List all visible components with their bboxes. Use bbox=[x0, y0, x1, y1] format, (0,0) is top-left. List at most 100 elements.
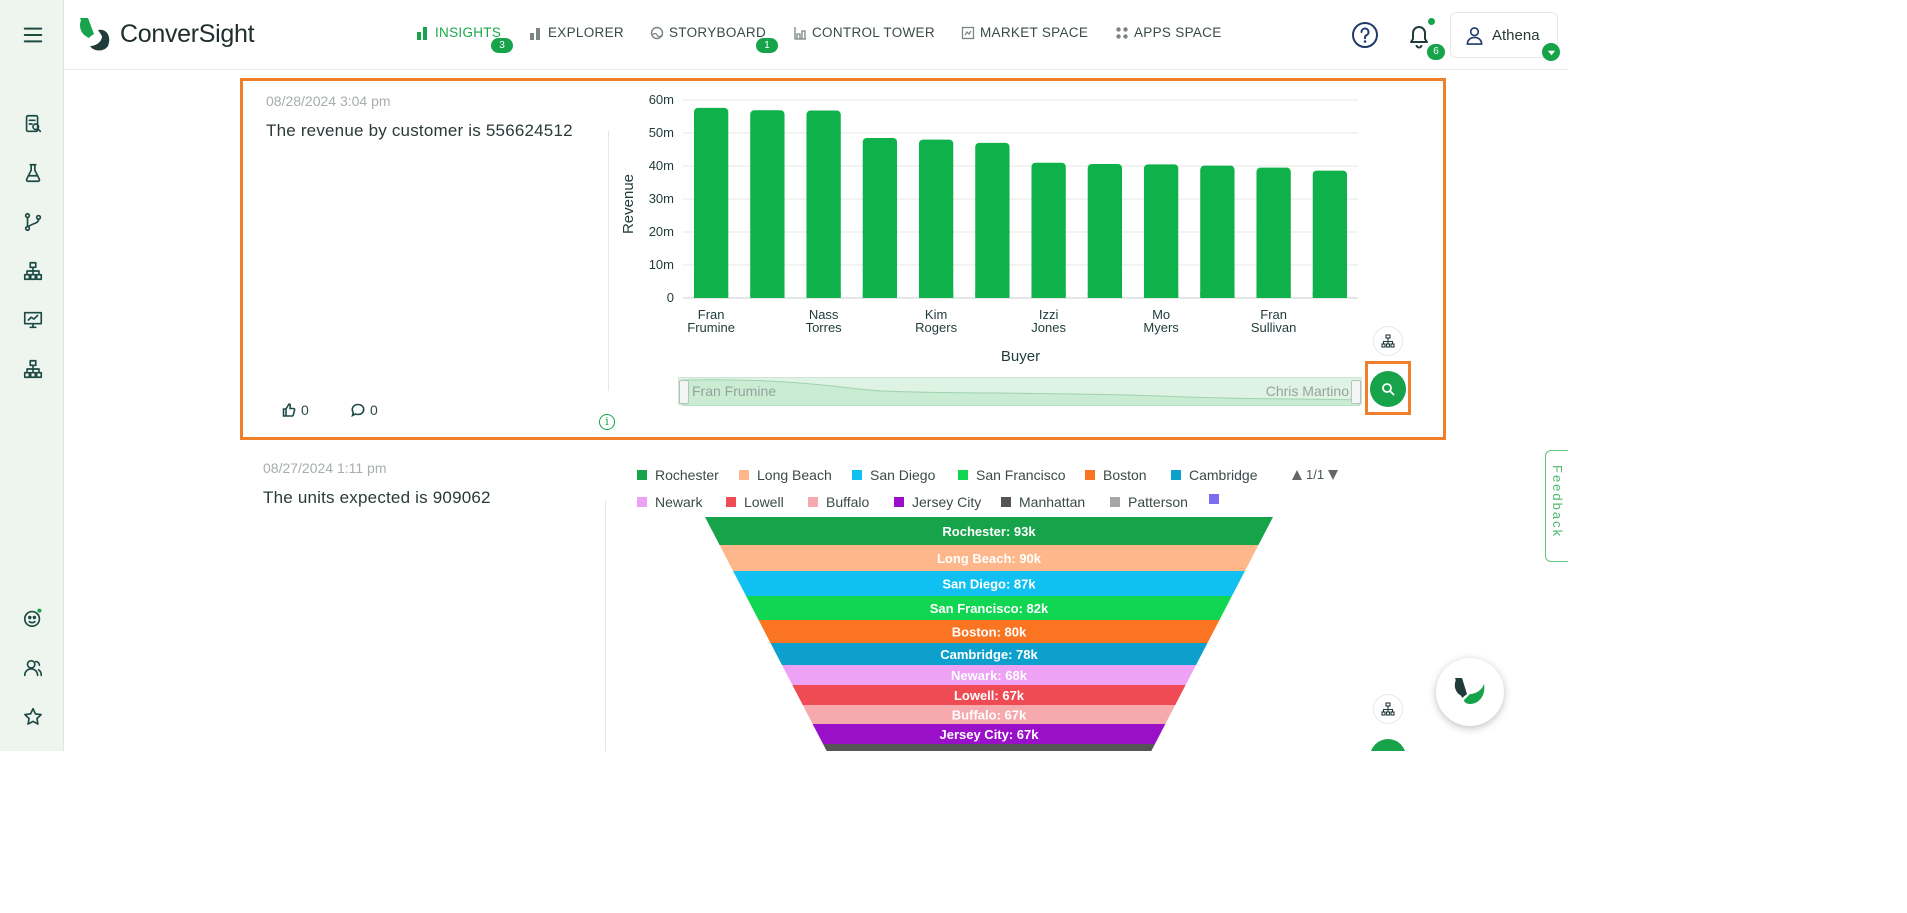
star-icon[interactable] bbox=[20, 704, 46, 730]
legend-item[interactable]: Newark bbox=[637, 494, 702, 510]
legend-item[interactable]: Manhattan bbox=[1001, 494, 1085, 510]
x-tick-label: Torres bbox=[806, 320, 843, 335]
legend-swatch bbox=[894, 497, 904, 507]
legend-label: Manhattan bbox=[1019, 494, 1086, 510]
branch-icon[interactable] bbox=[20, 209, 46, 235]
bar[interactable] bbox=[975, 142, 1010, 298]
legend-item[interactable]: Lowell bbox=[726, 494, 784, 510]
menu-icon[interactable] bbox=[20, 22, 46, 48]
notifications-bell-icon[interactable] bbox=[1405, 21, 1433, 51]
report-icon[interactable] bbox=[20, 111, 46, 137]
comment-button[interactable]: 0 bbox=[351, 402, 378, 418]
zoom-button[interactable] bbox=[1370, 739, 1406, 751]
funnel-stage[interactable] bbox=[733, 571, 1245, 596]
funnel-stage-label: Buffalo: 67k bbox=[952, 708, 1027, 723]
nav-explorer[interactable]: EXPLORER bbox=[529, 25, 624, 40]
like-count: 0 bbox=[301, 402, 309, 418]
legend-item[interactable] bbox=[1209, 494, 1219, 504]
drilldown-button[interactable] bbox=[1373, 326, 1403, 356]
slider-sparkline bbox=[682, 379, 1360, 406]
bar[interactable] bbox=[693, 107, 729, 298]
bar-chart-icon bbox=[417, 26, 427, 40]
legend-swatch bbox=[958, 470, 968, 480]
nav-storyboard[interactable]: STORYBOARD bbox=[650, 25, 766, 40]
feedback-tab[interactable]: Feedback bbox=[1545, 450, 1568, 562]
users-icon[interactable] bbox=[20, 655, 46, 681]
notification-dot bbox=[1428, 18, 1435, 25]
funnel-stage-label: Rochester: 93k bbox=[942, 524, 1036, 539]
y-tick-label: 50m bbox=[649, 125, 674, 140]
like-button[interactable]: 0 bbox=[282, 402, 309, 418]
x-tick-label: Fran bbox=[698, 307, 725, 322]
nav-insights[interactable]: INSIGHTS bbox=[416, 25, 501, 40]
nav-control-tower[interactable]: CONTROL TOWER bbox=[793, 25, 935, 40]
legend-item[interactable]: Cambridge bbox=[1171, 467, 1257, 483]
bar[interactable] bbox=[1312, 170, 1348, 298]
zoom-button[interactable] bbox=[1370, 371, 1406, 407]
chatbot-button[interactable] bbox=[1436, 658, 1504, 726]
funnel-stage[interactable] bbox=[746, 596, 1232, 620]
search-icon bbox=[1381, 750, 1395, 751]
slider-handle-start[interactable] bbox=[679, 380, 689, 404]
revenue-bar-chart: 010m20m30m40m50m60mFranFrumineNassTorres… bbox=[620, 92, 1358, 365]
bar[interactable] bbox=[806, 110, 841, 298]
flask-icon[interactable] bbox=[20, 160, 46, 186]
funnel-stage[interactable] bbox=[792, 685, 1186, 705]
bar[interactable] bbox=[1031, 162, 1066, 298]
legend-swatch bbox=[852, 470, 862, 480]
funnel-stage[interactable] bbox=[758, 620, 1220, 643]
brand-logo[interactable]: ConverSight bbox=[76, 16, 255, 52]
bar[interactable] bbox=[1256, 167, 1291, 298]
help-icon[interactable] bbox=[1351, 21, 1379, 49]
legend-prev-icon[interactable] bbox=[1291, 469, 1303, 481]
legend-next-icon[interactable] bbox=[1327, 469, 1339, 481]
chevron-down-icon[interactable] bbox=[1542, 43, 1560, 61]
legend-item[interactable]: Rochester bbox=[637, 467, 719, 483]
zoom-highlight bbox=[1365, 361, 1411, 415]
legend-item[interactable]: Long Beach bbox=[739, 467, 832, 483]
legend-swatch bbox=[1171, 470, 1181, 480]
presentation-icon[interactable] bbox=[20, 307, 46, 333]
legend-swatch bbox=[808, 497, 818, 507]
slider-handle-end[interactable] bbox=[1351, 380, 1361, 404]
chart-range-slider[interactable]: Fran Frumine Chris Martino bbox=[678, 377, 1362, 406]
legend-item[interactable]: Boston bbox=[1085, 467, 1147, 483]
legend-item[interactable]: San Diego bbox=[852, 467, 935, 483]
x-tick-label: Sullivan bbox=[1251, 320, 1297, 335]
left-rail bbox=[0, 0, 64, 751]
legend-item[interactable]: Buffalo bbox=[808, 494, 869, 510]
x-tick-label: Jones bbox=[1031, 320, 1066, 335]
legend-item[interactable]: Patterson bbox=[1110, 494, 1188, 510]
legend-page-label: 1/1 bbox=[1306, 467, 1325, 482]
comment-count: 0 bbox=[370, 402, 378, 418]
legend-item[interactable]: Jersey City bbox=[894, 494, 981, 510]
nav-control-tower-label: CONTROL TOWER bbox=[812, 25, 935, 40]
bar[interactable] bbox=[1200, 165, 1235, 298]
info-icon[interactable]: i bbox=[599, 414, 615, 430]
legend-pager[interactable]: 1/1 bbox=[1291, 467, 1339, 482]
legend-item[interactable]: San Francisco bbox=[958, 467, 1065, 483]
bar[interactable] bbox=[1087, 164, 1123, 298]
bar[interactable] bbox=[918, 139, 954, 298]
funnel-stage[interactable] bbox=[812, 724, 1166, 744]
user-menu[interactable]: Athena bbox=[1450, 12, 1558, 58]
funnel-stage[interactable] bbox=[781, 665, 1197, 685]
bar[interactable] bbox=[862, 137, 898, 298]
bar-base bbox=[1200, 292, 1235, 298]
nav-market-space[interactable]: MARKET SPACE bbox=[961, 25, 1088, 40]
assistant-icon[interactable] bbox=[20, 605, 46, 631]
legend-label: Rochester bbox=[655, 467, 719, 483]
hierarchy-icon[interactable] bbox=[20, 258, 46, 284]
funnel-stage-label: San Diego: 87k bbox=[942, 577, 1036, 592]
funnel-stage[interactable] bbox=[802, 705, 1176, 724]
funnel-stage[interactable] bbox=[823, 744, 1155, 751]
bar[interactable] bbox=[750, 110, 785, 298]
funnel-stage[interactable] bbox=[705, 517, 1273, 545]
bar[interactable] bbox=[1143, 164, 1179, 298]
nav-apps-space[interactable]: APPS SPACE bbox=[1115, 25, 1222, 40]
y-tick-label: 20m bbox=[649, 224, 674, 239]
funnel-stage[interactable] bbox=[770, 643, 1208, 665]
hierarchy-icon[interactable] bbox=[20, 356, 46, 382]
funnel-stage[interactable] bbox=[719, 545, 1259, 571]
drilldown-button[interactable] bbox=[1373, 694, 1403, 724]
